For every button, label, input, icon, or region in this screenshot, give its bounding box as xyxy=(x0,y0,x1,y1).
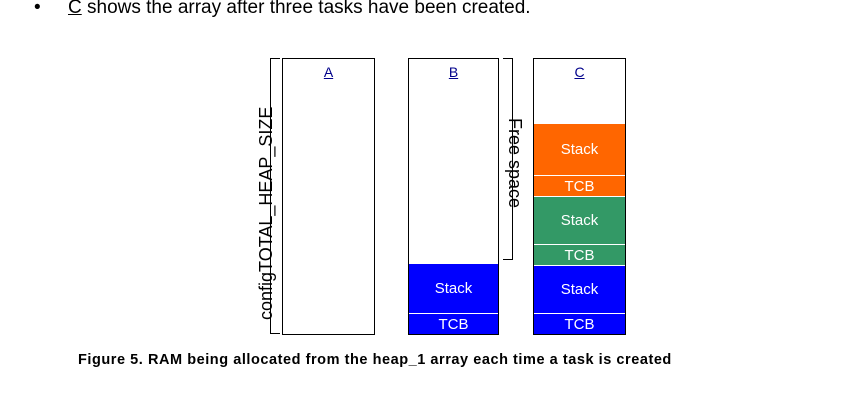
column-a: A xyxy=(282,58,375,335)
bullet-lead: C xyxy=(68,0,82,18)
column-c-stack-2: Stack xyxy=(534,196,625,244)
column-c-tcb-2: TCB xyxy=(534,244,625,265)
bullet-text: shows the array after three tasks have b… xyxy=(81,0,531,18)
column-c-stack-3: Stack xyxy=(534,124,625,175)
column-b-tcb: TCB xyxy=(409,313,498,334)
free-space-bracket xyxy=(503,58,513,260)
figure-caption: Figure 5. RAM being allocated from the h… xyxy=(78,352,672,368)
heap-size-bracket xyxy=(270,58,280,334)
bullet-line: • C shows the array after three tasks hav… xyxy=(34,0,531,19)
column-b-stack: Stack xyxy=(409,263,498,313)
column-c-tcb-3: TCB xyxy=(534,175,625,196)
column-c-label: C xyxy=(574,64,585,80)
heap-size-label: configTOTAL_HEAP_SIZE xyxy=(256,106,276,320)
column-c-stack-1: Stack xyxy=(534,265,625,313)
free-space-label: Free space xyxy=(505,118,525,209)
bullet-marker: • xyxy=(34,0,41,18)
column-a-label: A xyxy=(323,64,334,80)
column-b: B Stack TCB xyxy=(408,58,499,335)
column-b-label: B xyxy=(448,64,459,80)
column-c-tcb-1: TCB xyxy=(534,313,625,334)
column-c: C Stack TCB Stack TCB Stack TCB xyxy=(533,58,626,335)
